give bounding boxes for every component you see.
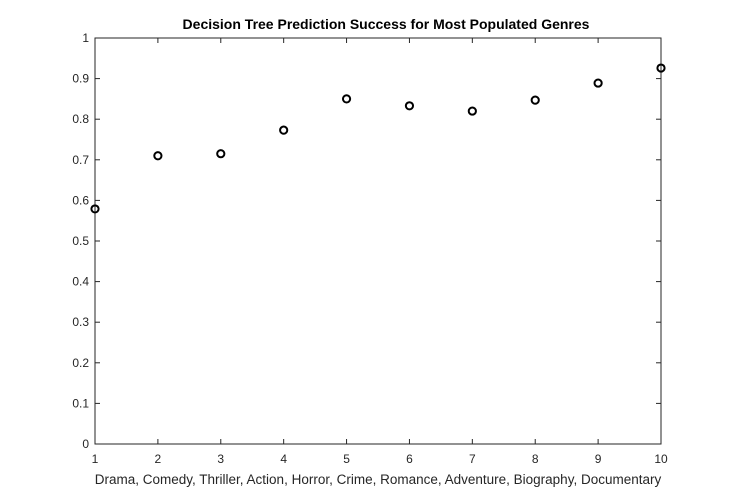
- chart-title: Decision Tree Prediction Success for Mos…: [183, 16, 590, 32]
- x-tick-label: 10: [654, 452, 668, 466]
- data-point: [593, 78, 603, 88]
- x-tick-label: 7: [469, 452, 476, 466]
- x-tick-label: 1: [92, 452, 99, 466]
- x-axis-label: Drama, Comedy, Thriller, Action, Horror,…: [95, 472, 662, 487]
- y-tick-label: 0.1: [72, 396, 89, 410]
- data-point: [404, 101, 415, 111]
- data-point: [341, 94, 352, 104]
- x-tick-label: 2: [155, 452, 162, 466]
- plot-box: [94, 37, 662, 445]
- data-point: [467, 106, 477, 116]
- data-point: [216, 149, 226, 159]
- y-tick-label: 1: [82, 31, 89, 45]
- y-tick-label: 0.7: [72, 153, 89, 167]
- x-tick-label: 9: [595, 452, 602, 466]
- x-tick-label: 3: [217, 452, 224, 466]
- data-point: [656, 63, 666, 73]
- x-tick-label: 5: [343, 452, 350, 466]
- y-tick-label: 0.2: [72, 356, 89, 370]
- data-point: [153, 151, 163, 161]
- x-tick-label: 6: [406, 452, 413, 466]
- y-tick-label: 0: [82, 437, 89, 451]
- data-points: [90, 63, 666, 214]
- y-tick-label: 0.6: [72, 193, 89, 207]
- data-point: [530, 95, 540, 105]
- y-tick-label: 0.3: [72, 315, 89, 329]
- data-point: [90, 204, 100, 214]
- x-tick-label: 8: [532, 452, 539, 466]
- y-tick-label: 0.9: [72, 72, 89, 86]
- x-tick-label: 4: [280, 452, 287, 466]
- y-tick-label: 0.5: [72, 234, 89, 248]
- y-tick-label: 0.8: [72, 112, 89, 126]
- y-tick-label: 0.4: [72, 275, 89, 289]
- data-point: [279, 125, 289, 135]
- x-ticks: 1 2 3 4 5 6 7 8 9 10: [92, 38, 668, 466]
- y-ticks: 0 0.1 0.2 0.3 0.4 0.5 0.6 0.7 0.8 0.9 1: [72, 31, 661, 451]
- plot-axes: [94, 37, 662, 445]
